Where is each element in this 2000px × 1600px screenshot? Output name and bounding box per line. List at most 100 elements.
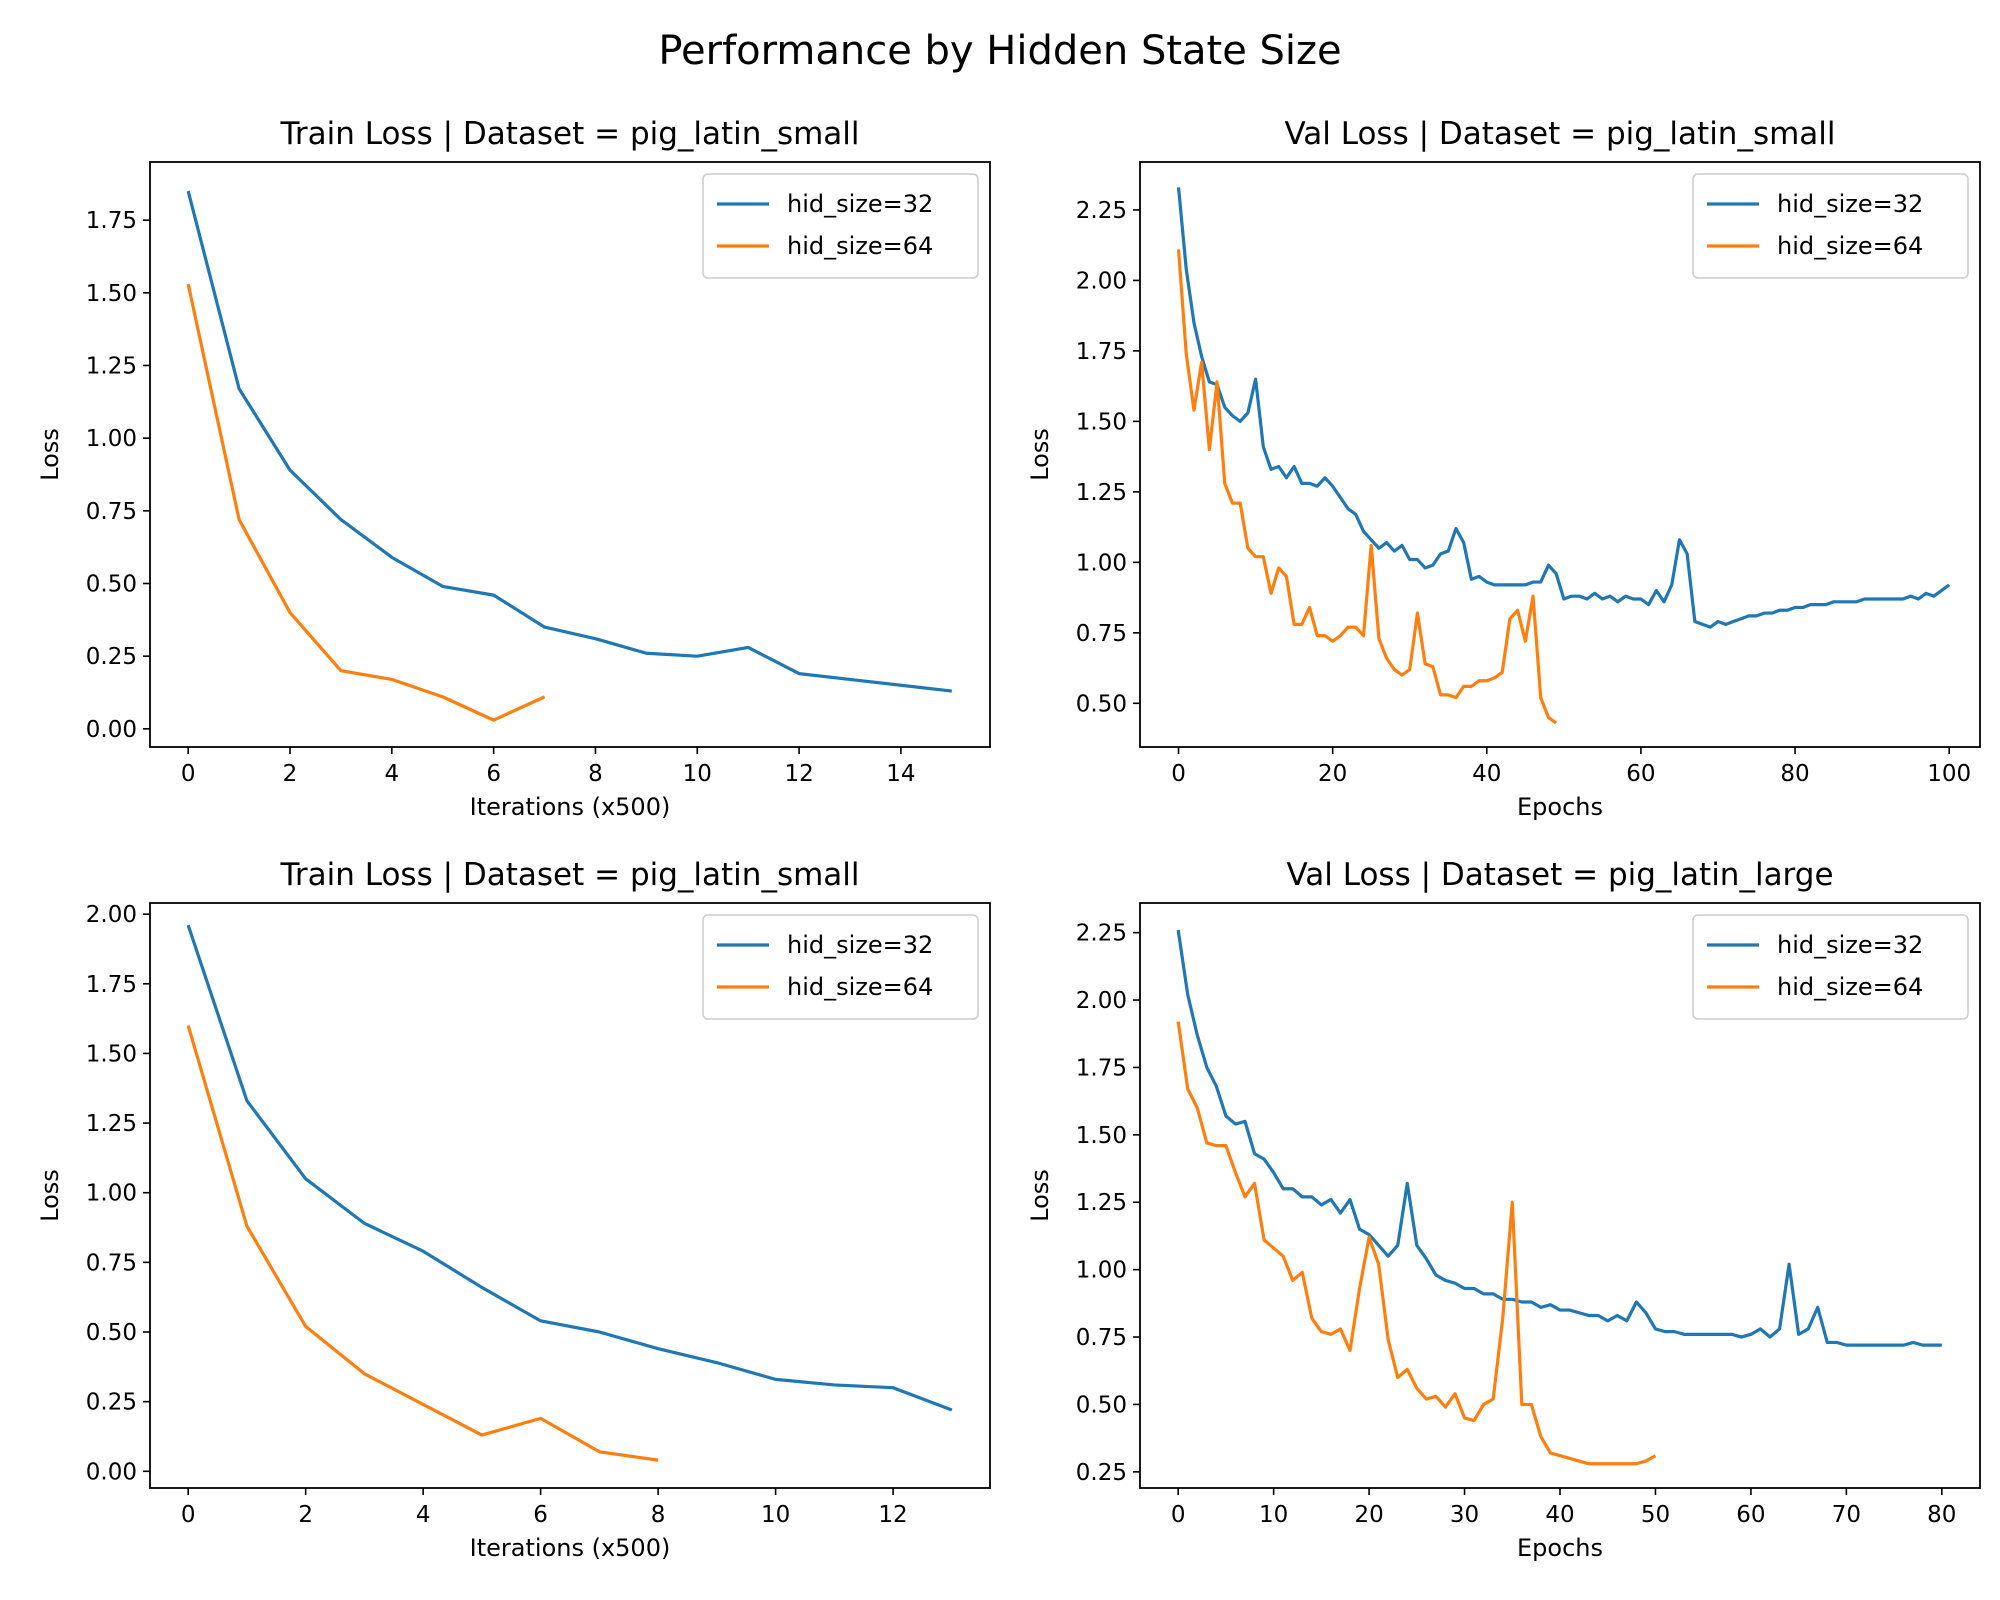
x-tick-label: 0 [1171, 1502, 1186, 1528]
y-tick-label: 0.75 [86, 499, 137, 525]
y-tick-label: 0.50 [86, 1320, 137, 1346]
chart-val-loss-small: Val Loss | Dataset = pig_latin_small 0 20 4… [1026, 116, 1981, 821]
y-tick-label: 1.25 [1076, 480, 1127, 506]
y-tick-label: 1.00 [86, 1181, 137, 1207]
plot-frame [149, 161, 991, 748]
y-axis-label: Loss [36, 1169, 64, 1222]
x-tick-label: 80 [1780, 761, 1809, 787]
x-tick-label: 6 [486, 761, 501, 787]
chart-train-loss-small-top: Train Loss | Dataset = pig_latin_small 0 2… [36, 116, 991, 821]
y-tick-label: 2.25 [1076, 198, 1127, 224]
y-tick-label: 1.75 [1076, 339, 1127, 365]
plot-frame [1139, 902, 1981, 1489]
x-tick-label: 30 [1450, 1502, 1479, 1528]
y-tick-label: 2.00 [1076, 268, 1127, 294]
legend-label: hid_size=32 [787, 190, 933, 218]
y-tick-label: 2.00 [1076, 988, 1127, 1014]
panel-title: Val Loss | Dataset = pig_latin_large [1286, 857, 1833, 893]
legend-box [702, 914, 979, 1020]
x-axis-label: Iterations (x500) [470, 1534, 671, 1562]
x-tick-label: 70 [1832, 1502, 1861, 1528]
x-tick-label: 10 [761, 1502, 790, 1528]
y-tick-label: 1.50 [1076, 1123, 1127, 1149]
series-line-hid-32 [1176, 187, 1951, 629]
x-tick-label: 60 [1626, 761, 1655, 787]
x-tick-label: 0 [181, 761, 196, 787]
y-tick-label: 2.00 [86, 902, 137, 928]
y-tick-label: 0.50 [1076, 691, 1127, 717]
y-tick-label: 1.25 [86, 1111, 137, 1137]
x-tick-label: 6 [533, 1502, 548, 1528]
x-tick-label: 60 [1736, 1502, 1765, 1528]
legend-box [702, 173, 979, 279]
y-tick-label: 1.75 [86, 972, 137, 998]
x-axis-label: Epochs [1517, 793, 1603, 821]
plot-frame [149, 902, 991, 1489]
x-axis-label: Iterations (x500) [470, 793, 671, 821]
x-tick-label: 4 [384, 761, 399, 787]
figure-title: Performance by Hidden State Size [658, 28, 1341, 74]
legend-box [1692, 173, 1969, 279]
y-tick-label: 0.75 [1076, 1325, 1127, 1351]
y-tick-label: 0.25 [86, 1390, 137, 1416]
y-axis-label: Loss [1026, 428, 1054, 481]
series-line-hid-64 [186, 283, 546, 722]
y-tick-label: 1.25 [1076, 1190, 1127, 1216]
y-tick-label: 1.75 [1076, 1055, 1127, 1081]
x-tick-label: 10 [1259, 1502, 1288, 1528]
x-tick-label: 0 [181, 1502, 196, 1528]
x-axis-label: Epochs [1517, 1534, 1603, 1562]
x-tick-label: 4 [416, 1502, 431, 1528]
legend-label: hid_size=32 [1777, 931, 1923, 959]
x-tick-label: 8 [651, 1502, 666, 1528]
y-tick-label: 0.75 [86, 1250, 137, 1276]
series-line-hid-64 [1176, 249, 1558, 725]
legend-label: hid_size=64 [787, 973, 933, 1001]
y-tick-label: 1.50 [86, 281, 137, 307]
plot-frame [1139, 161, 1981, 748]
y-tick-label: 1.50 [86, 1041, 137, 1067]
series-line-hid-64 [186, 1025, 659, 1462]
y-tick-label: 1.00 [1076, 550, 1127, 576]
x-tick-label: 50 [1641, 1502, 1670, 1528]
x-tick-label: 10 [683, 761, 712, 787]
y-tick-label: 0.00 [86, 717, 137, 743]
x-tick-label: 2 [283, 761, 298, 787]
series-line-hid-32 [186, 190, 953, 693]
y-axis-label: Loss [1026, 1169, 1054, 1222]
y-tick-label: 0.50 [1076, 1392, 1127, 1418]
y-tick-label: 0.25 [1076, 1460, 1127, 1486]
y-tick-label: 0.25 [86, 644, 137, 670]
panel-title: Train Loss | Dataset = pig_latin_small [279, 857, 859, 893]
y-tick-label: 0.00 [86, 1459, 137, 1485]
chart-train-loss-small-bottom: Train Loss | Dataset = pig_latin_small 0 2… [36, 857, 991, 1562]
x-tick-label: 80 [1927, 1502, 1956, 1528]
legend-label: hid_size=64 [1777, 973, 1923, 1001]
y-tick-label: 0.50 [86, 571, 137, 597]
series-line-hid-32 [186, 924, 953, 1412]
x-tick-label: 40 [1472, 761, 1501, 787]
y-axis-label: Loss [36, 428, 64, 481]
panel-title: Val Loss | Dataset = pig_latin_small [1284, 116, 1835, 152]
y-tick-label: 0.75 [1076, 621, 1127, 647]
panel-title: Train Loss | Dataset = pig_latin_small [279, 116, 859, 152]
x-tick-label: 0 [1171, 761, 1186, 787]
x-tick-label: 14 [886, 761, 915, 787]
chart-val-loss-large: Val Loss | Dataset = pig_latin_large 0 10 2… [1026, 857, 1981, 1562]
legend-label: hid_size=64 [1777, 232, 1923, 260]
x-tick-label: 2 [298, 1502, 313, 1528]
y-tick-label: 1.00 [86, 426, 137, 452]
x-tick-label: 20 [1354, 1502, 1383, 1528]
series-line-hid-32 [1176, 929, 1942, 1347]
series-line-hid-64 [1176, 1021, 1657, 1466]
y-tick-label: 1.50 [1076, 409, 1127, 435]
y-tick-label: 1.25 [86, 353, 137, 379]
x-tick-label: 12 [878, 1502, 907, 1528]
x-tick-label: 20 [1318, 761, 1347, 787]
x-tick-label: 12 [784, 761, 813, 787]
legend-box [1692, 914, 1969, 1020]
y-tick-label: 2.25 [1076, 921, 1127, 947]
y-tick-label: 1.00 [1076, 1258, 1127, 1284]
y-tick-label: 1.75 [86, 208, 137, 234]
